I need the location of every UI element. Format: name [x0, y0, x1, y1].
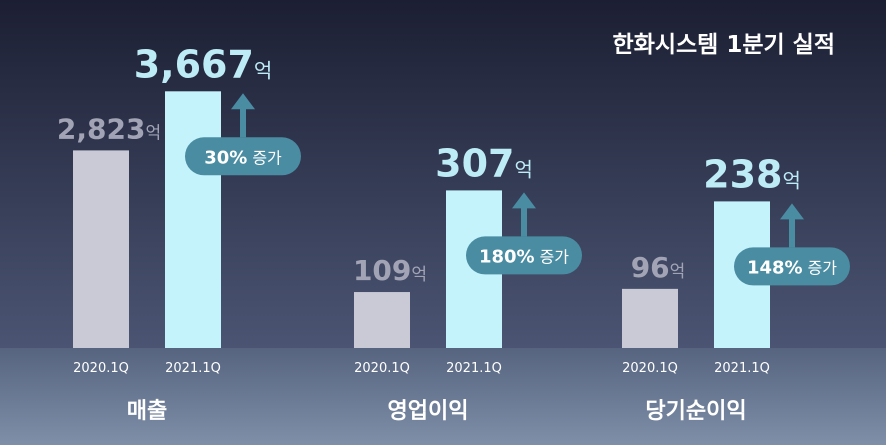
annotation-label: 148%: [747, 257, 803, 278]
value-label: 3,667억: [134, 42, 273, 86]
value-number: 238: [703, 152, 782, 196]
annotation-pill: [734, 247, 850, 286]
annotation-label: 30%: [204, 147, 247, 168]
annotation-text: 증가: [540, 247, 570, 266]
annotation-pill: [466, 236, 582, 275]
x-tick-label: 2021.1Q: [165, 361, 221, 376]
value-label: 2,823억: [57, 112, 161, 145]
value-unit: 억: [670, 262, 686, 282]
annotation: 148% 증가: [747, 257, 837, 278]
group-label: 당기순이익: [645, 399, 746, 424]
value-label: 307억: [435, 141, 533, 185]
value-number: 3,667: [134, 42, 254, 86]
value-number: 307: [435, 141, 514, 185]
value-number: 109: [353, 254, 411, 287]
group-label: 매출: [127, 399, 167, 424]
value-unit: 억: [782, 168, 800, 192]
x-tick-label: 2020.1Q: [622, 361, 678, 376]
annotation: 30% 증가: [204, 147, 282, 168]
group-label: 영업이익: [388, 399, 469, 424]
value-number: 96: [631, 251, 670, 284]
annotation-text: 증가: [252, 148, 282, 167]
bar: [622, 288, 678, 348]
value-unit: 억: [145, 123, 161, 143]
annotation: 180% 증가: [479, 246, 569, 267]
bar: [165, 91, 221, 348]
x-tick-label: 2021.1Q: [714, 361, 770, 376]
value-label: 238억: [703, 152, 801, 196]
value-label: 109억: [353, 254, 427, 287]
floor: [0, 348, 886, 445]
page-title: 한화시스템 1분기 실적: [613, 32, 835, 58]
value-label: 96억: [631, 251, 686, 284]
bar: [73, 150, 129, 348]
x-tick-label: 2020.1Q: [354, 361, 410, 376]
arrow-head: [780, 203, 804, 220]
value-number: 2,823: [57, 112, 146, 145]
annotation-label: 180%: [479, 246, 535, 267]
annotation-text: 증가: [808, 258, 838, 277]
value-unit: 억: [514, 157, 532, 181]
value-unit: 억: [411, 265, 427, 285]
bar: [354, 292, 410, 348]
x-tick-label: 2021.1Q: [446, 361, 502, 376]
value-unit: 억: [254, 58, 272, 82]
arrow-head: [231, 93, 255, 110]
x-tick-label: 2020.1Q: [73, 361, 129, 376]
arrow-head: [512, 192, 536, 209]
annotation-pill: [185, 137, 301, 176]
